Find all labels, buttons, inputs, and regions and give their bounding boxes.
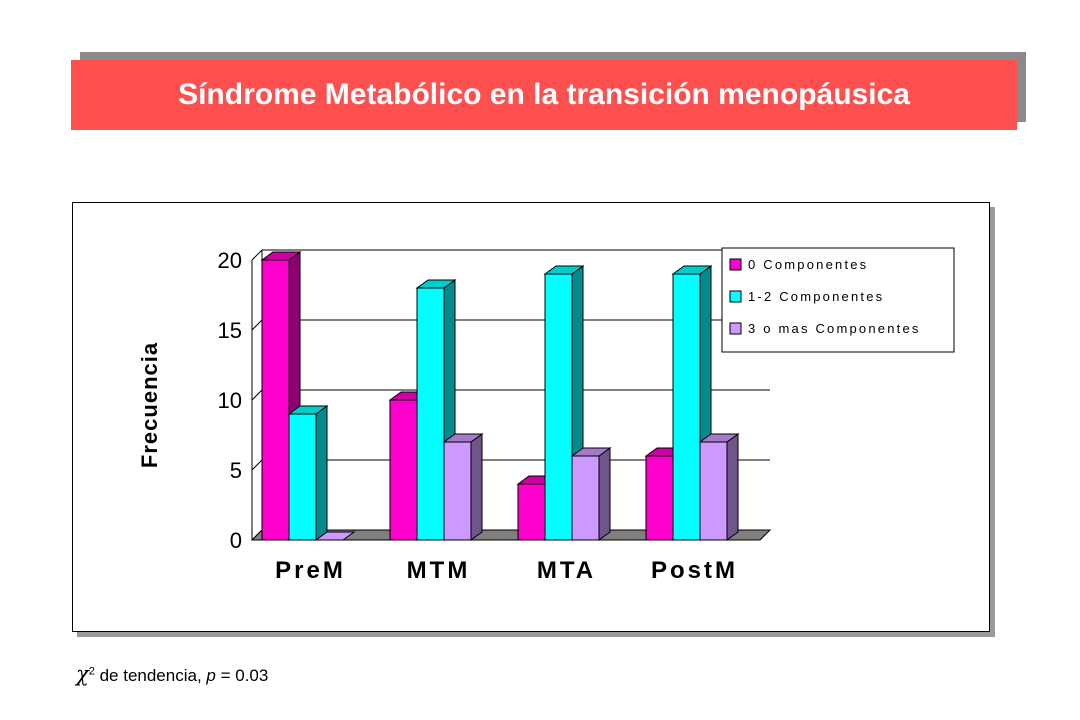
tick-connector bbox=[251, 249, 263, 261]
bar bbox=[672, 273, 701, 541]
bar bbox=[288, 413, 317, 541]
x-tick-label: MTM bbox=[407, 557, 471, 584]
p-value: = 0.03 bbox=[215, 666, 269, 685]
tick-connector bbox=[251, 389, 263, 401]
p-label: p bbox=[206, 666, 216, 685]
legend-label: 0 Componentes bbox=[748, 257, 868, 272]
bar bbox=[389, 399, 418, 541]
chi-superscript: 2 bbox=[88, 665, 95, 678]
bar bbox=[571, 455, 600, 541]
legend-swatch bbox=[729, 290, 742, 303]
y-tick-label: 5 bbox=[230, 458, 242, 483]
bar bbox=[443, 441, 472, 541]
bar-side bbox=[470, 433, 483, 541]
legend-swatch bbox=[729, 322, 742, 335]
bar bbox=[416, 287, 445, 541]
bar bbox=[517, 483, 546, 541]
y-tick-label: 20 bbox=[218, 248, 242, 273]
footnote-text: de tendencia, bbox=[94, 666, 207, 685]
x-tick-label: PostM bbox=[651, 557, 738, 584]
legend-box bbox=[721, 247, 955, 353]
tick-connector bbox=[251, 319, 263, 331]
x-tick-label: MTA bbox=[537, 557, 596, 584]
bar-side bbox=[598, 447, 611, 541]
legend-swatch bbox=[729, 258, 742, 271]
bar bbox=[261, 259, 290, 541]
slide-title: Síndrome Metabólico en la transición men… bbox=[71, 60, 1017, 130]
y-tick-label: 10 bbox=[218, 388, 242, 413]
y-tick-label: 0 bbox=[230, 528, 242, 553]
bar-side bbox=[726, 433, 739, 541]
legend-label: 1-2 Componentes bbox=[748, 289, 884, 304]
y-axis-label: Frecuencia bbox=[137, 342, 162, 468]
y-tick-label: 15 bbox=[218, 318, 242, 343]
legend-label: 3 o mas Componentes bbox=[748, 321, 921, 336]
bar bbox=[314, 531, 356, 541]
bar bbox=[544, 273, 573, 541]
chi-symbol: χ bbox=[76, 662, 89, 686]
bar bbox=[645, 455, 674, 541]
bar bbox=[699, 441, 728, 541]
footnote: χ2 de tendencia, p = 0.03 bbox=[76, 662, 268, 686]
tick-connector bbox=[251, 459, 263, 471]
x-tick-label: PreM bbox=[275, 557, 346, 584]
bar-side bbox=[315, 405, 328, 541]
